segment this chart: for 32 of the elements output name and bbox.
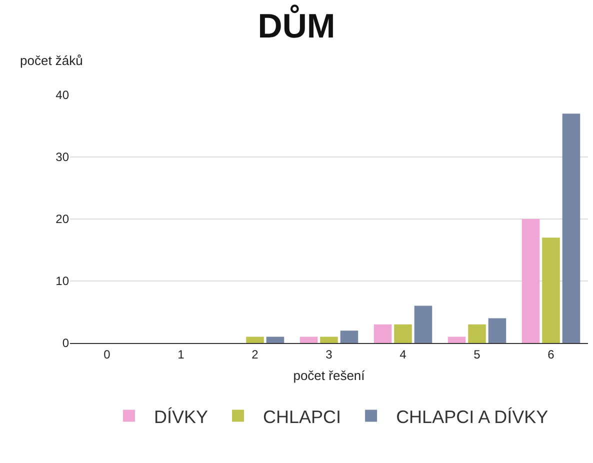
x-axis-title: počet řešení [293, 368, 366, 383]
y-tick-label: 40 [56, 88, 70, 102]
y-tick-label: 10 [56, 274, 70, 288]
bar [340, 330, 358, 343]
x-tick-label: 0 [104, 347, 111, 362]
chart-title: DŮM [258, 4, 336, 46]
bar [448, 336, 466, 343]
bar [300, 336, 318, 343]
bar [468, 324, 486, 343]
x-tick-label: 4 [400, 347, 407, 362]
bar [394, 324, 412, 343]
bar [542, 238, 560, 343]
y-tick-label: 0 [62, 336, 70, 350]
y-tick-label: 20 [56, 212, 70, 226]
bar [374, 324, 392, 343]
x-tick-label: 3 [326, 347, 333, 362]
bar [266, 336, 284, 343]
y-tick-label: 30 [56, 150, 70, 164]
legend-label: DÍVKY [154, 406, 208, 427]
x-tick-label: 6 [548, 347, 555, 362]
bar [522, 219, 540, 343]
y-axis-title: počet žáků [20, 53, 83, 68]
bar [320, 336, 338, 343]
x-tick-label: 2 [252, 347, 259, 362]
bar [488, 318, 506, 343]
legend-label: CHLAPCI [263, 406, 342, 427]
legend-label: CHLAPCI A DÍVKY [396, 406, 548, 427]
x-tick-label: 5 [474, 347, 481, 362]
bar [414, 306, 432, 343]
x-tick-label: 1 [178, 347, 185, 362]
bar [562, 114, 580, 343]
bar [246, 336, 264, 343]
